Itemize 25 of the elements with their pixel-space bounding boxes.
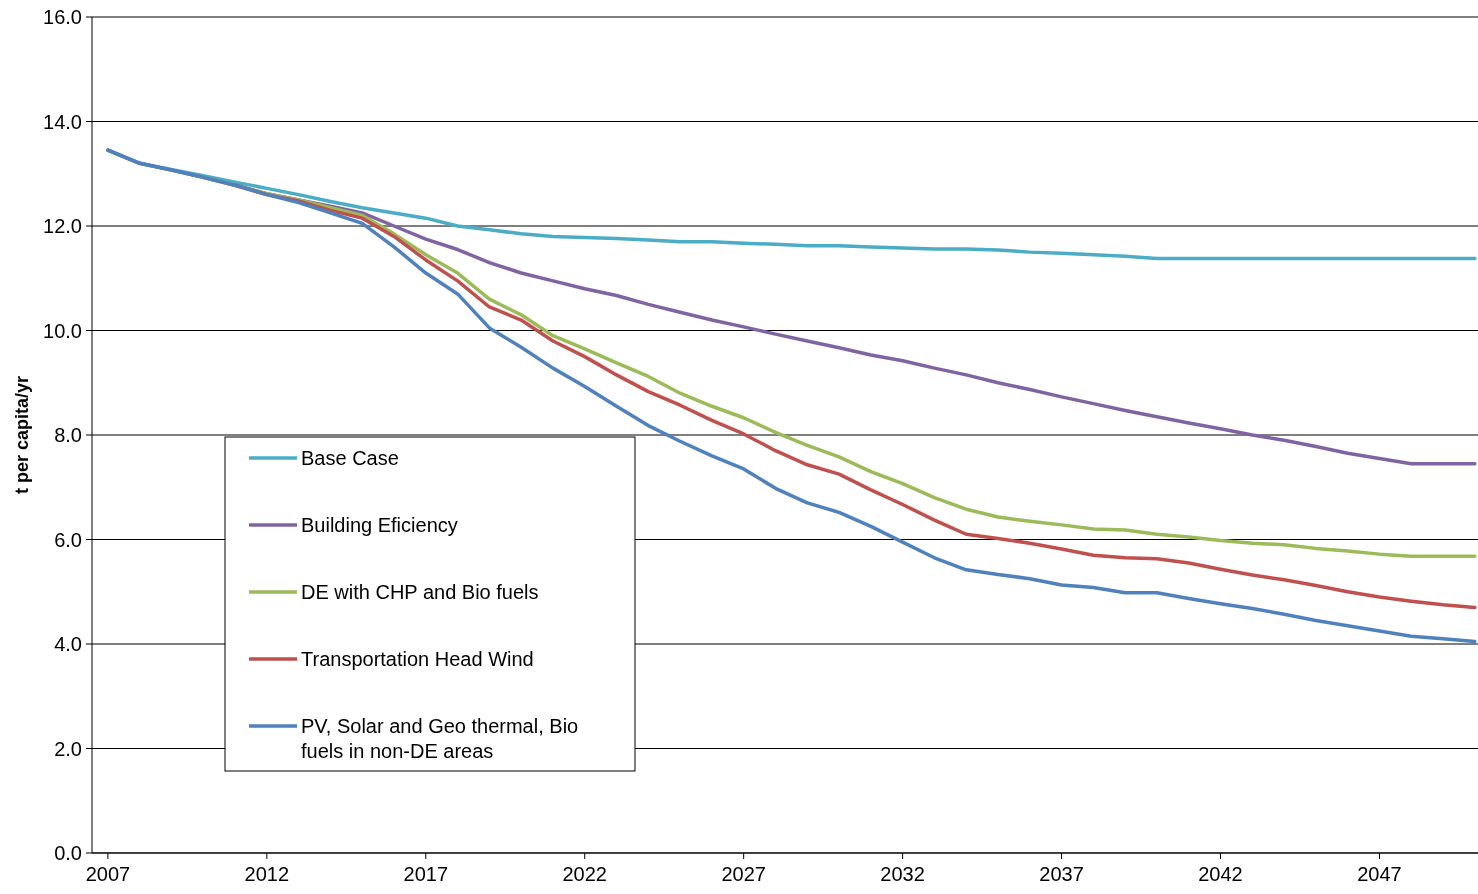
x-tick-label: 2042 [1198,863,1243,885]
x-tick-label: 2037 [1039,863,1084,885]
y-tick-label: 16.0 [43,6,82,28]
legend-label: Building Eficiency [301,514,458,536]
y-tick-label: 14.0 [43,110,82,133]
x-tick-label: 2007 [85,863,131,885]
legend-label: Transportation Head Wind [301,648,534,670]
x-tick-label: 2047 [1357,863,1402,885]
legend-label: Base Case [301,447,399,469]
line-series [106,148,1477,644]
x-tick-label: 2027 [721,863,766,885]
legend-label: DE with CHP and Bio fuels [301,581,539,603]
y-tick-label: 2.0 [54,737,82,760]
legend-label: PV, Solar and Geo thermal, Bio fuels in non-DE areas [301,715,579,762]
x-tick-label: 2022 [562,863,607,885]
y-tick-label: 6.0 [54,528,82,551]
y-tick-label: 0.0 [54,842,82,864]
y-axis-title: t per capita/yr [12,375,32,495]
x-tick-label: 2032 [880,863,925,885]
x-tick-label: 2017 [403,863,449,885]
y-tick-label: 8.0 [54,424,82,446]
x-tick-label: 2012 [244,863,290,885]
y-tick-label: 12.0 [43,215,82,237]
y-tick-label: 10.0 [43,319,82,342]
y-tick-label: 4.0 [54,633,82,655]
